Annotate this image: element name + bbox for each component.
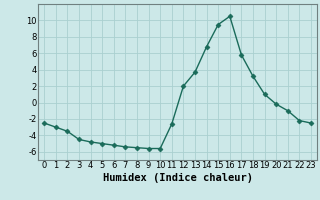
X-axis label: Humidex (Indice chaleur): Humidex (Indice chaleur) <box>103 173 252 183</box>
